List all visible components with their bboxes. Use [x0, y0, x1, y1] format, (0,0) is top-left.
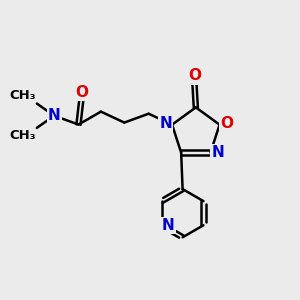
Text: O: O [75, 85, 88, 100]
Text: N: N [162, 218, 175, 233]
Text: O: O [188, 68, 201, 83]
Text: N: N [48, 108, 61, 123]
Text: O: O [220, 116, 233, 131]
Text: CH₃: CH₃ [9, 89, 35, 102]
Text: N: N [212, 145, 224, 160]
Text: N: N [159, 116, 172, 131]
Text: CH₃: CH₃ [9, 129, 35, 142]
